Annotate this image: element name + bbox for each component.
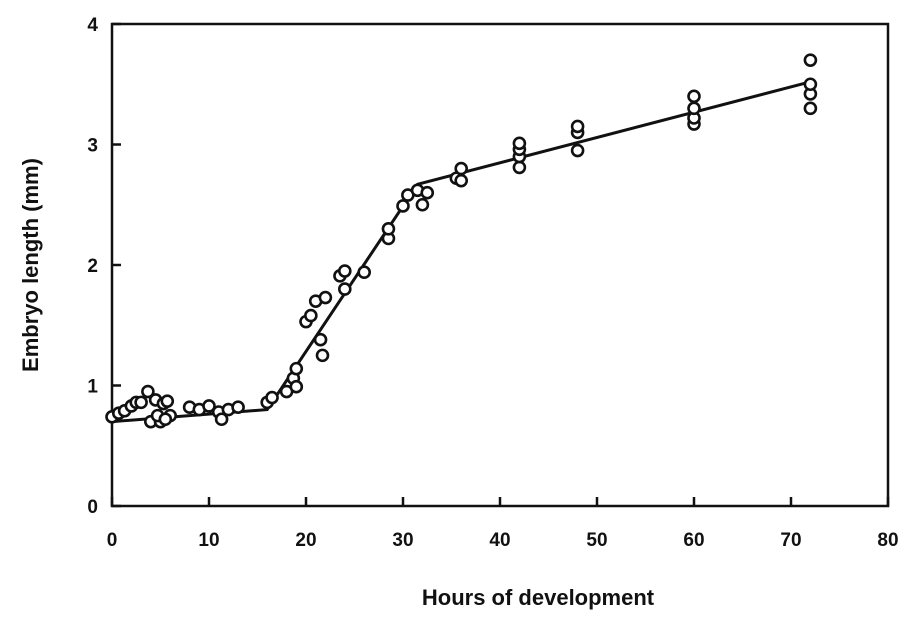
x-tick-label-0: 0 bbox=[107, 530, 118, 551]
y-axis-title: Embryo length (mm) bbox=[18, 158, 43, 372]
data-point-31 bbox=[313, 332, 328, 347]
x-axis-title: Hours of development bbox=[422, 585, 655, 610]
x-tick-label-6: 60 bbox=[683, 530, 704, 551]
data-point-5 bbox=[134, 395, 148, 410]
data-point-17 bbox=[202, 399, 216, 413]
data-point-58 bbox=[687, 89, 701, 104]
data-point-40 bbox=[396, 199, 410, 213]
y-tick-labels: 0 1 2 3 4 bbox=[87, 15, 98, 518]
data-point-29 bbox=[304, 308, 318, 323]
data-point-47 bbox=[454, 173, 469, 188]
data-point-32 bbox=[315, 348, 330, 363]
data-point-54 bbox=[570, 119, 585, 134]
y-tick-label-0: 0 bbox=[87, 497, 98, 518]
data-point-43 bbox=[415, 197, 430, 212]
x-tick-label-8: 80 bbox=[877, 530, 898, 551]
data-point-36 bbox=[337, 282, 352, 296]
data-point-59 bbox=[803, 101, 818, 116]
x-tick-label-7: 70 bbox=[780, 530, 801, 551]
data-point-62 bbox=[803, 53, 818, 67]
data-point-35 bbox=[337, 264, 352, 278]
data-point-11 bbox=[160, 394, 175, 408]
data-point-19 bbox=[214, 412, 229, 427]
y-tick-label-4: 4 bbox=[87, 15, 98, 36]
data-point-14 bbox=[158, 412, 173, 427]
x-tick-label-2: 20 bbox=[295, 530, 316, 551]
data-point-27 bbox=[289, 379, 304, 394]
data-point-61 bbox=[803, 77, 818, 92]
data-point-46 bbox=[454, 161, 469, 176]
plot-frame bbox=[110, 22, 890, 508]
x-tick-label-3: 30 bbox=[392, 530, 413, 551]
data-points bbox=[105, 53, 818, 429]
data-point-26 bbox=[289, 361, 304, 376]
data-point-57 bbox=[687, 101, 701, 116]
data-point-48 bbox=[512, 160, 527, 175]
axis-ticks bbox=[110, 22, 890, 508]
data-point-44 bbox=[420, 185, 435, 200]
data-point-21 bbox=[231, 400, 245, 414]
data-point-23 bbox=[265, 390, 279, 405]
fit-line bbox=[111, 80, 811, 424]
data-point-51 bbox=[512, 136, 527, 151]
x-tick-label-1: 10 bbox=[198, 530, 219, 551]
x-tick-labels: 0 10 20 30 40 50 60 70 80 bbox=[107, 530, 899, 551]
y-tick-label-3: 3 bbox=[87, 136, 98, 157]
data-point-52 bbox=[570, 143, 585, 158]
data-point-6 bbox=[141, 384, 155, 399]
data-point-39 bbox=[381, 222, 396, 236]
data-point-33 bbox=[318, 290, 333, 305]
x-tick-label-4: 40 bbox=[489, 530, 510, 551]
x-tick-label-5: 50 bbox=[586, 530, 607, 551]
y-tick-label-1: 1 bbox=[87, 377, 98, 398]
data-point-37 bbox=[357, 265, 372, 280]
y-tick-label-2: 2 bbox=[87, 256, 98, 277]
